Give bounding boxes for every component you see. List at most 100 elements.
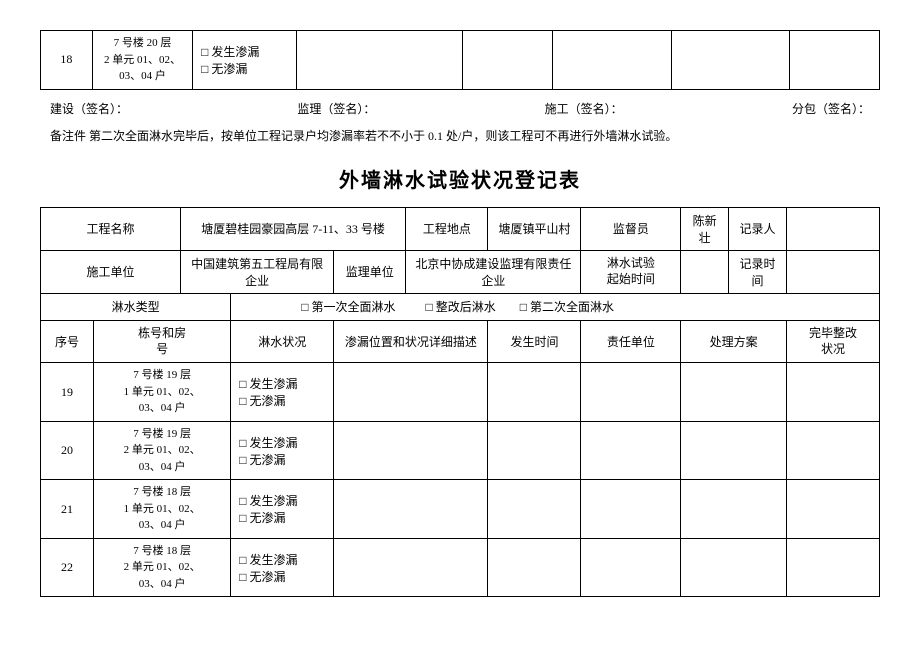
time-cell xyxy=(488,421,581,480)
time-cell xyxy=(488,363,581,422)
test-time xyxy=(681,250,729,293)
status-cell: □ 发生渗漏□ 无渗漏 xyxy=(231,480,334,539)
resp-cell xyxy=(581,421,681,480)
col-resp: 责任单位 xyxy=(581,320,681,363)
opt-noleak: 无渗漏 xyxy=(211,62,247,76)
loc-cell: 7 号楼 18 层1 单元 01、02、03、04 户 xyxy=(94,480,231,539)
seq-cell: 19 xyxy=(41,363,94,422)
done-cell xyxy=(787,538,880,597)
resp-cell xyxy=(553,31,672,90)
table-row: 207 号楼 19 层2 单元 01、02、03、04 户□ 发生渗漏□ 无渗漏 xyxy=(41,421,880,480)
desc-cell xyxy=(334,421,488,480)
checkbox-icon: □ xyxy=(239,570,246,584)
status-cell: □ 发生渗漏□ 无渗漏 xyxy=(231,421,334,480)
desc-cell xyxy=(334,538,488,597)
col-time: 发生时间 xyxy=(488,320,581,363)
note-line: 备注件 第二次全面淋水完毕后，按单位工程记录户均渗漏率若不不小于 0.1 处/户… xyxy=(50,127,870,146)
done-cell xyxy=(790,31,880,90)
type-opt3: 第二次全面淋水 xyxy=(530,300,614,314)
status-cell: □ 发生渗漏 □ 无渗漏 xyxy=(193,31,297,90)
col-status: 淋水状况 xyxy=(231,320,334,363)
table-row: 227 号楼 18 层2 单元 01、02、03、04 户□ 发生渗漏□ 无渗漏 xyxy=(41,538,880,597)
loc-cell: 7 号楼 20 层2 单元 01、02、03、04 户 xyxy=(92,31,192,90)
type-opt2: 整改后淋水 xyxy=(436,300,496,314)
plan-cell xyxy=(681,421,787,480)
desc-cell xyxy=(334,363,488,422)
proj-name-label: 工程名称 xyxy=(41,207,181,250)
plan-cell xyxy=(681,363,787,422)
desc-cell xyxy=(334,480,488,539)
plan-cell xyxy=(681,480,787,539)
resp-cell xyxy=(581,480,681,539)
table-row: 217 号楼 18 层1 单元 01、02、03、04 户□ 发生渗漏□ 无渗漏 xyxy=(41,480,880,539)
col-done-text: 完毕整改状况 xyxy=(809,326,857,357)
supervisor: 陈新壮 xyxy=(681,207,729,250)
proj-loc: 塘厦镇平山村 xyxy=(488,207,581,250)
resp-cell xyxy=(581,538,681,597)
main-table: 工程名称 塘厦碧桂园豪园高层 7-11、33 号楼 工程地点 塘厦镇平山村 监督… xyxy=(40,207,880,598)
note-text: 第二次全面淋水完毕后，按单位工程记录户均渗漏率若不不小于 0.1 处/户，则该工… xyxy=(89,129,677,143)
col-loc: 栋号和房号 xyxy=(94,320,231,363)
done-cell xyxy=(787,421,880,480)
time-cell xyxy=(488,538,581,597)
loc-cell: 7 号楼 18 层2 单元 01、02、03、04 户 xyxy=(94,538,231,597)
signature-row: 建设（签名）： 监理（签名）： 施工（签名）： 分包（签名）： xyxy=(50,100,870,117)
status-cell: □ 发生渗漏□ 无渗漏 xyxy=(231,363,334,422)
top-fragment-table: 18 7 号楼 20 层2 单元 01、02、03、04 户 □ 发生渗漏 □ … xyxy=(40,30,880,90)
sig-super: 监理（签名）： xyxy=(297,100,375,117)
sig-build: 建设（签名）： xyxy=(50,100,128,117)
checkbox-icon: □ xyxy=(426,300,433,314)
type-options: □ 第一次全面淋水 □ 整改后淋水 □ 第二次全面淋水 xyxy=(231,293,880,320)
record-time xyxy=(787,250,880,293)
loc-cell: 7 号楼 19 层1 单元 01、02、03、04 户 xyxy=(94,363,231,422)
checkbox-icon: □ xyxy=(520,300,527,314)
super-unit-label: 监理单位 xyxy=(334,250,406,293)
checkbox-icon: □ xyxy=(239,494,246,508)
supervisor-label: 监督员 xyxy=(581,207,681,250)
super-unit: 北京中协成建设监理有限责任企业 xyxy=(406,250,581,293)
seq-cell: 22 xyxy=(41,538,94,597)
col-seq: 序号 xyxy=(41,320,94,363)
seq-cell: 20 xyxy=(41,421,94,480)
seq-cell: 21 xyxy=(41,480,94,539)
checkbox-icon: □ xyxy=(201,62,208,76)
record-time-label: 记录时间 xyxy=(728,250,786,293)
table-row: 197 号楼 19 层1 单元 01、02、03、04 户□ 发生渗漏□ 无渗漏 xyxy=(41,363,880,422)
checkbox-icon: □ xyxy=(239,394,246,408)
time-cell xyxy=(463,31,553,90)
checkbox-icon: □ xyxy=(201,45,208,59)
status-cell: □ 发生渗漏□ 无渗漏 xyxy=(231,538,334,597)
checkbox-icon: □ xyxy=(239,436,246,450)
plan-cell xyxy=(681,538,787,597)
done-cell xyxy=(787,480,880,539)
recorder xyxy=(787,207,880,250)
opt-leak: 发生渗漏 xyxy=(211,45,259,59)
checkbox-icon: □ xyxy=(301,300,308,314)
proj-loc-label: 工程地点 xyxy=(406,207,488,250)
sig-sub: 分包（签名）： xyxy=(792,100,870,117)
note-label: 备注件 xyxy=(50,129,86,143)
plan-cell xyxy=(671,31,790,90)
contractor-label: 施工单位 xyxy=(41,250,181,293)
col-done: 完毕整改状况 xyxy=(787,320,880,363)
type-opt1: 第一次全面淋水 xyxy=(312,300,396,314)
page-title: 外墙淋水试验状况登记表 xyxy=(40,164,880,193)
done-cell xyxy=(787,363,880,422)
desc-cell xyxy=(296,31,463,90)
resp-cell xyxy=(581,363,681,422)
col-desc: 渗漏位置和状况详细描述 xyxy=(334,320,488,363)
sig-const: 施工（签名）： xyxy=(545,100,623,117)
time-cell xyxy=(488,480,581,539)
contractor: 中国建筑第五工程局有限企业 xyxy=(180,250,333,293)
test-time-label: 淋水试验起始时间 xyxy=(581,250,681,293)
loc-text: 7 号楼 20 层2 单元 01、02、03、04 户 xyxy=(104,37,181,82)
col-plan: 处理方案 xyxy=(681,320,787,363)
checkbox-icon: □ xyxy=(239,377,246,391)
seq-cell: 18 xyxy=(41,31,93,90)
checkbox-icon: □ xyxy=(239,553,246,567)
proj-name: 塘厦碧桂园豪园高层 7-11、33 号楼 xyxy=(180,207,405,250)
recorder-label: 记录人 xyxy=(728,207,786,250)
checkbox-icon: □ xyxy=(239,453,246,467)
test-time-text: 淋水试验起始时间 xyxy=(607,256,655,286)
loc-cell: 7 号楼 19 层2 单元 01、02、03、04 户 xyxy=(94,421,231,480)
